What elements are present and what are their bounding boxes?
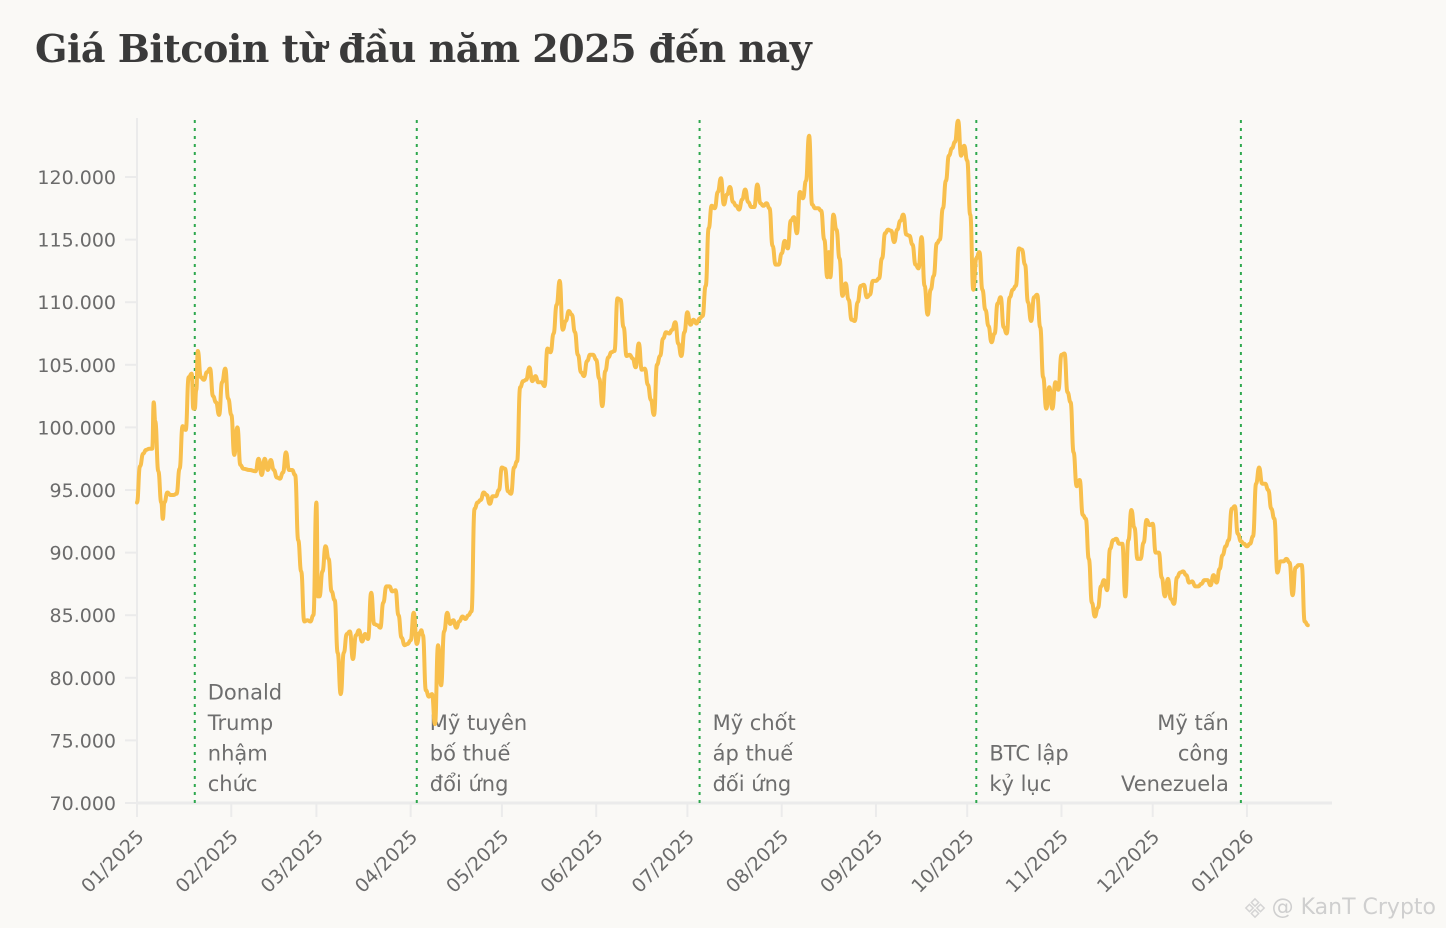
y-tick-label: 75.000 xyxy=(50,730,116,752)
x-tick-label: 02/2025 xyxy=(171,826,242,897)
y-tick-label: 110.000 xyxy=(37,292,116,314)
event-annotation-text: công xyxy=(1178,742,1229,766)
y-tick-label: 90.000 xyxy=(50,543,116,565)
watermark: @ KanT Crypto xyxy=(1244,895,1436,920)
event-annotation-text: bố thuế xyxy=(430,742,511,766)
x-tick-label: 08/2025 xyxy=(722,826,793,897)
chart-title: Giá Bitcoin từ đầu năm 2025 đến nay xyxy=(35,26,812,71)
y-tick-label: 85.000 xyxy=(50,605,116,627)
y-tick-label: 115.000 xyxy=(37,230,116,252)
event-annotation-text: đổi ứng xyxy=(430,772,509,796)
x-tick-label: 05/2025 xyxy=(442,826,513,897)
watermark-text: @ KanT Crypto xyxy=(1271,895,1436,920)
x-tick-label: 01/2026 xyxy=(1187,826,1258,897)
series-group xyxy=(135,118,1310,727)
y-tick-label: 80.000 xyxy=(50,668,116,690)
y-axis: 70.000 75.000 80.000 85.000 90.000 95.000 100.… xyxy=(37,118,138,815)
event-annotation-text: Venezuela xyxy=(1121,772,1229,796)
event-annotation-text: đối ứng xyxy=(713,772,792,796)
x-tick-label: 11/2025 xyxy=(1002,826,1073,897)
event-annotation-text: chức xyxy=(208,772,258,796)
event-annotation-text: nhậm xyxy=(208,742,268,766)
event-annotations: Donald Trump nhậm chức Mỹ tuyên bố thuế đổi ứn… xyxy=(193,120,1242,803)
event-annotation-text: Trump xyxy=(207,711,273,735)
y-tick-label: 70.000 xyxy=(50,793,116,815)
btc-price-line xyxy=(135,118,1310,727)
x-tick-label: 12/2025 xyxy=(1093,826,1164,897)
y-tick-label: 95.000 xyxy=(50,480,116,502)
y-tick-label: 105.000 xyxy=(37,355,116,377)
x-axis: 01/2025 02/2025 03/2025 04/2025 05/2025 06/20… xyxy=(77,801,1332,897)
x-tick-label: 01/2025 xyxy=(77,826,148,897)
x-tick-label: 04/2025 xyxy=(351,826,422,897)
event-annotation-text: Donald xyxy=(208,681,282,705)
event-annotation-text: Mỹ chốt xyxy=(713,711,796,735)
y-tick-label: 120.000 xyxy=(37,167,116,189)
x-tick-label: 07/2025 xyxy=(628,826,699,897)
event-annotation-text: Mỹ tuyên xyxy=(430,711,527,735)
event-annotation-text: Mỹ tấn xyxy=(1157,711,1229,735)
x-tick-label: 03/2025 xyxy=(257,826,328,897)
x-tick-label: 06/2025 xyxy=(536,826,607,897)
event-annotation-text: BTC lập xyxy=(989,742,1068,766)
x-tick-label: 10/2025 xyxy=(907,826,978,897)
event-annotation-text: kỷ lục xyxy=(989,772,1051,796)
binance-logo-icon xyxy=(1244,897,1265,918)
y-tick-label: 100.000 xyxy=(37,417,116,439)
event-annotation-text: áp thuế xyxy=(713,742,794,766)
x-tick-label: 09/2025 xyxy=(816,826,887,897)
